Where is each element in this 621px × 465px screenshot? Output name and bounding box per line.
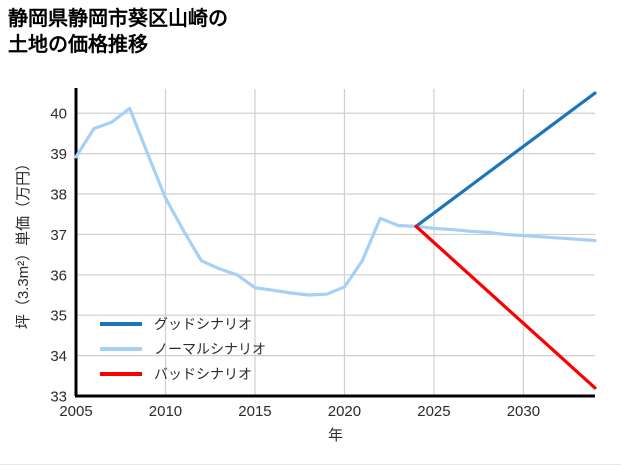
y-axis-title: 坪（3.3m²）単価（万円）: [15, 156, 32, 329]
x-tick-label: 2020: [328, 403, 361, 420]
axis-lines: [74, 88, 595, 398]
x-tick-label: 2025: [417, 403, 450, 420]
y-tick-label: 39: [50, 146, 67, 163]
y-tick-label: 38: [50, 187, 67, 204]
legend-label: ノーマルシナリオ: [154, 341, 266, 357]
page-title: 静岡県静岡市葵区山崎の 土地の価格推移: [8, 8, 228, 57]
x-tick-label: 2005: [59, 403, 92, 420]
series-line: [414, 224, 597, 390]
series-lines: [74, 91, 597, 390]
legend-label: バッドシナリオ: [154, 366, 252, 382]
x-axis-ticks: 2005 2010 2015 2020 2025 2030: [59, 403, 540, 420]
x-tick-label: 2015: [238, 403, 271, 420]
y-tick-label: 35: [50, 308, 67, 325]
y-tick-label: 40: [50, 106, 67, 123]
x-tick-label: 2010: [149, 403, 182, 420]
series-line: [74, 106, 597, 297]
legend-label: グッドシナリオ: [154, 316, 252, 332]
y-tick-label: 37: [50, 227, 67, 244]
series-line: [414, 91, 597, 228]
x-axis-title: 年: [328, 427, 343, 444]
axis-titles: 年 坪（3.3m²）単価（万円）: [15, 156, 343, 444]
x-tick-label: 2030: [507, 403, 540, 420]
y-tick-label: 34: [50, 348, 67, 365]
y-tick-label: 36: [50, 267, 67, 284]
gridlines: [76, 89, 595, 397]
y-axis-ticks: 33 34 35 36 37 38 39 40: [50, 106, 67, 406]
y-tick-label: 33: [50, 389, 67, 406]
